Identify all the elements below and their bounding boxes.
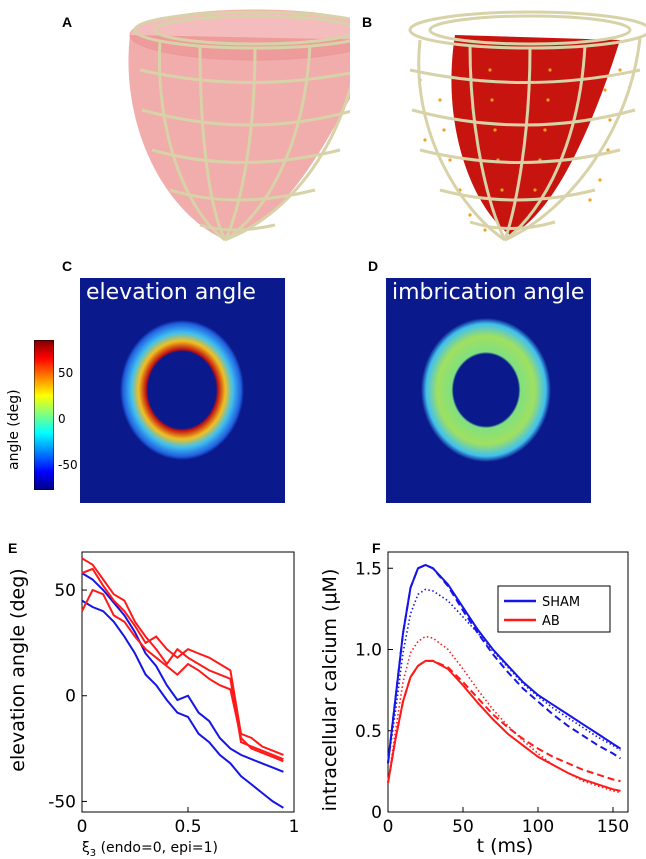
- chart-f-ytick-label: 0.5: [355, 722, 382, 742]
- chart-f-xtick-label: 100: [522, 817, 554, 837]
- chart-f-ytick-label: 1.0: [355, 641, 382, 661]
- imbrication-ring: [421, 318, 551, 462]
- wireframe-mesh-a: [133, 10, 350, 242]
- legend-label-ab: AB: [542, 614, 560, 629]
- panel-label-e: E: [8, 540, 18, 556]
- chart-f-ytick-label: 0: [371, 803, 382, 823]
- ventricle-body-a: [128, 35, 350, 240]
- elevation-angle-map: elevation angle: [80, 278, 285, 503]
- chart-e-ytick-label: 0: [65, 687, 76, 707]
- chart-e-xtick-label: 0: [77, 817, 88, 837]
- imbrication-angle-map: imbrication angle: [386, 278, 591, 503]
- chart-e-ylabel: elevation angle (deg): [7, 568, 29, 771]
- colorbar: [34, 340, 54, 490]
- chart-f-axes-frame: [387, 551, 629, 813]
- elevation-ring: [120, 320, 244, 460]
- colorbar-tick-neg50: -50: [58, 458, 78, 472]
- map-title-elevation: elevation angle: [86, 280, 256, 305]
- heart-mesh-image-a: [128, 9, 350, 242]
- chart-f-legend: [497, 585, 611, 633]
- panel-label-d: D: [368, 258, 379, 274]
- chart-e-series-0-sham: [81, 572, 284, 773]
- colorbar-label: angle (deg): [6, 389, 22, 470]
- chart-f-ytick-label: 1.5: [355, 559, 382, 579]
- chart-e-axes-frame: [81, 551, 295, 813]
- chart-f-xtick-label: 50: [452, 817, 474, 837]
- chart-e-ytick-label: -50: [48, 792, 76, 812]
- chart-e-series-4-ab: [81, 588, 284, 763]
- panel-label-a: A: [62, 14, 73, 30]
- colorbar-tick-0: 0: [58, 412, 66, 426]
- panel-label-b: B: [362, 14, 373, 30]
- heart-mesh-image-b: [408, 10, 646, 242]
- panel-label-f: F: [372, 540, 381, 556]
- chart-e-xtick-label: 1: [289, 817, 300, 837]
- chart-e-xlabel: ξ3 (endo=0, epi=1): [82, 840, 218, 859]
- chart-e-series-2-ab: [81, 557, 284, 761]
- legend-label-sham: SHAM: [542, 595, 580, 610]
- wireframe-mesh-b: [408, 10, 646, 242]
- panel-label-c: C: [62, 258, 73, 274]
- map-title-imbrication: imbrication angle: [392, 280, 585, 305]
- chart-e-series-1-sham: [81, 599, 284, 809]
- chart-e-ytick-label: 50: [54, 581, 76, 601]
- chart-f-xlabel: t (ms): [477, 835, 534, 857]
- colorbar-tick-50: 50: [58, 366, 74, 380]
- chart-f-xtick-label: 0: [383, 817, 394, 837]
- ventricle-body-b: [451, 35, 620, 235]
- chart-f-xtick-label: 150: [597, 817, 629, 837]
- chart-e-series-3-ab: [81, 567, 284, 756]
- chart-f-series-5-ab: [387, 659, 621, 783]
- chart-f: 0 50 100 150 0 0.5 1.0 1.5 SHAM AB t (ms) intrace…: [320, 551, 629, 857]
- chart-f-ylabel: intracellular calcium (μM): [320, 569, 341, 812]
- chart-f-series-2-sham: [387, 563, 622, 764]
- chart-e-xtick-label: 0.5: [174, 817, 201, 837]
- chart-f-series-4-ab: [387, 635, 621, 794]
